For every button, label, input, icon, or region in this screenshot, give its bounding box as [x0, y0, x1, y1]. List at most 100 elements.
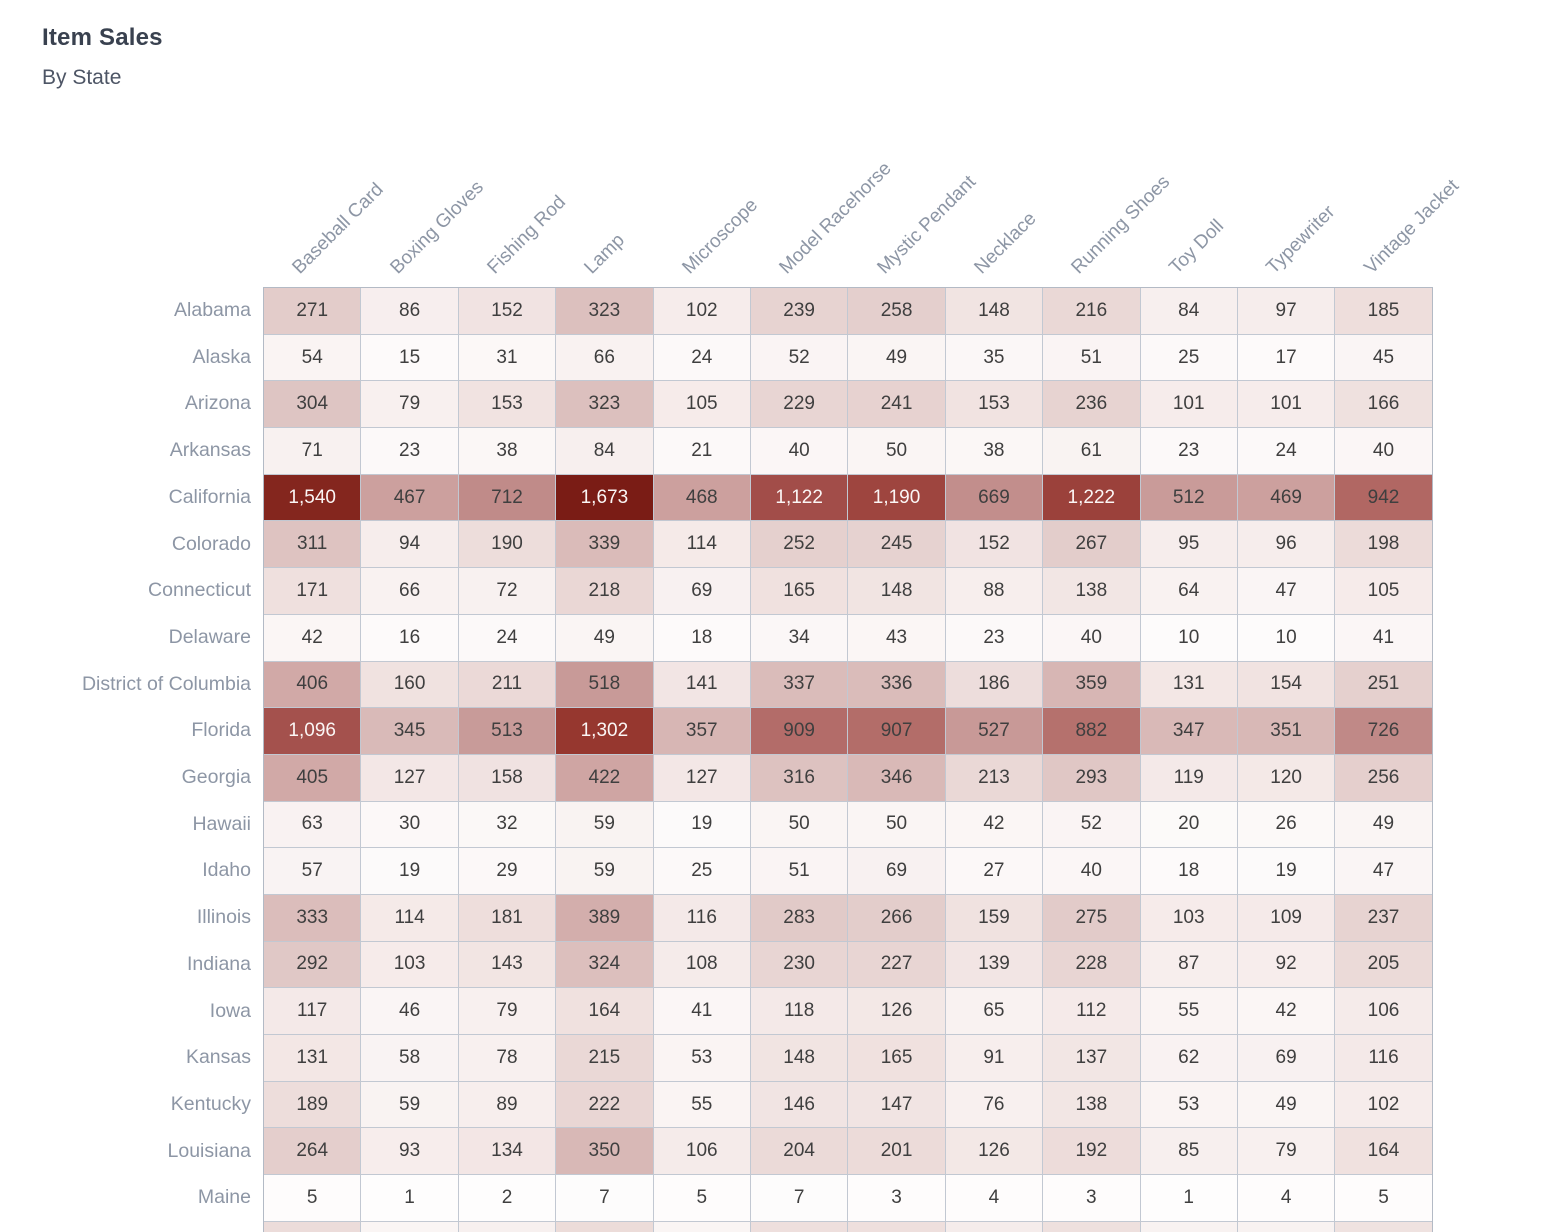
heatmap-cell: 102 — [653, 288, 750, 334]
partial-row-cell — [653, 1221, 750, 1232]
heatmap-cell: 148 — [848, 568, 945, 614]
heatmap-cell: 46 — [361, 988, 458, 1034]
heatmap-cell: 345 — [361, 708, 458, 754]
column-headers: Baseball Card Boxing Gloves Fishing Rod Lam… — [0, 0, 1550, 287]
heatmap-cell: 237 — [1335, 894, 1432, 941]
heatmap-cell: 160 — [361, 661, 458, 708]
partial-row-cell — [361, 1221, 458, 1232]
heatmap-cell: 293 — [1043, 754, 1140, 801]
heatmap-cell: 230 — [750, 941, 848, 988]
row-label: Indiana — [187, 952, 251, 975]
heatmap-cell: 1,096 — [264, 708, 361, 754]
heatmap-cell: 189 — [264, 1081, 361, 1128]
heatmap-cell: 134 — [458, 1128, 556, 1175]
heatmap-cell: 213 — [945, 754, 1043, 801]
heatmap-cell: 909 — [750, 708, 848, 754]
heatmap-cell: 3 — [848, 1175, 945, 1221]
heatmap-cell: 51 — [750, 848, 848, 894]
heatmap-cell: 275 — [1043, 894, 1140, 941]
row-label: Alabama — [174, 299, 251, 321]
heatmap-cell: 245 — [848, 521, 945, 568]
heatmap-cell: 126 — [848, 988, 945, 1034]
heatmap-cell: 105 — [653, 381, 750, 428]
heatmap-cell: 324 — [556, 941, 653, 988]
heatmap-cell: 469 — [1237, 474, 1335, 521]
heatmap-cell: 252 — [750, 521, 848, 568]
heatmap-cell: 69 — [653, 568, 750, 614]
heatmap-cell: 292 — [264, 941, 361, 988]
heatmap-cell: 84 — [556, 428, 653, 474]
heatmap-cell: 154 — [1237, 661, 1335, 708]
heatmap-cell: 256 — [1335, 754, 1432, 801]
heatmap-cell: 32 — [458, 801, 556, 848]
heatmap-cell: 69 — [848, 848, 945, 894]
heatmap-cell: 1 — [361, 1175, 458, 1221]
heatmap-cell: 108 — [653, 941, 750, 988]
partial-row-cell — [1043, 1221, 1140, 1232]
heatmap-cell: 153 — [458, 381, 556, 428]
column-header: Baseball Card — [288, 179, 388, 279]
heatmap-cell: 25 — [1140, 334, 1237, 381]
heatmap-cell: 25 — [653, 848, 750, 894]
heatmap-cell: 185 — [1335, 288, 1432, 334]
heatmap-cell: 1,302 — [556, 708, 653, 754]
heatmap-cell: 16 — [361, 614, 458, 661]
row-label: Delaware — [168, 625, 251, 648]
heatmap-cell: 64 — [1140, 568, 1237, 614]
heatmap-cell: 53 — [1140, 1081, 1237, 1128]
column-header: Microscope — [678, 194, 762, 279]
heatmap-cell: 518 — [556, 661, 653, 708]
heatmap-cell: 228 — [1043, 941, 1140, 988]
heatmap-cell: 258 — [848, 288, 945, 334]
heatmap-cell: 27 — [945, 848, 1043, 894]
heatmap-cell: 86 — [361, 288, 458, 334]
heatmap-cell: 66 — [556, 334, 653, 381]
heatmap-cell: 229 — [750, 381, 848, 428]
row-label: Alaska — [192, 345, 251, 368]
heatmap-cell: 726 — [1335, 708, 1432, 754]
heatmap-cell: 337 — [750, 661, 848, 708]
heatmap-cell: 89 — [458, 1081, 556, 1128]
column-header: Fishing Rod — [483, 191, 570, 279]
heatmap-cell: 42 — [945, 801, 1043, 848]
heatmap-cell: 181 — [458, 894, 556, 941]
row-label: Maine — [197, 1186, 251, 1209]
heatmap-cell: 72 — [458, 568, 556, 614]
partial-row-cell — [264, 1221, 361, 1232]
heatmap-cell: 61 — [1043, 428, 1140, 474]
heatmap-cell: 138 — [1043, 1081, 1140, 1128]
heatmap-cell: 26 — [1237, 801, 1335, 848]
heatmap-cell: 1,122 — [750, 474, 848, 521]
row-label: Arizona — [184, 392, 251, 415]
row-label: Florida — [191, 719, 251, 742]
heatmap-cell: 316 — [750, 754, 848, 801]
heatmap-cell: 218 — [556, 568, 653, 614]
heatmap-cell: 422 — [556, 754, 653, 801]
heatmap-cell: 105 — [1335, 568, 1432, 614]
heatmap-cell: 17 — [1237, 334, 1335, 381]
heatmap-cell: 85 — [1140, 1128, 1237, 1175]
row-label: California — [168, 485, 251, 508]
heatmap-cell: 222 — [556, 1081, 653, 1128]
heatmap-cell: 87 — [1140, 941, 1237, 988]
heatmap-cell: 52 — [1043, 801, 1140, 848]
heatmap-cell: 49 — [848, 334, 945, 381]
heatmap-cell: 1,673 — [556, 474, 653, 521]
heatmap-cell: 336 — [848, 661, 945, 708]
row-label: Colorado — [171, 532, 251, 555]
heatmap-cell: 1,190 — [848, 474, 945, 521]
heatmap-cell: 267 — [1043, 521, 1140, 568]
heatmap-cell: 712 — [458, 474, 556, 521]
heatmap-cell: 141 — [653, 661, 750, 708]
heatmap-cell: 42 — [264, 614, 361, 661]
heatmap-cell: 215 — [556, 1035, 653, 1081]
heatmap-cell: 112 — [1043, 988, 1140, 1034]
heatmap-cell: 19 — [361, 848, 458, 894]
heatmap-cell: 38 — [945, 428, 1043, 474]
heatmap-cell: 57 — [264, 848, 361, 894]
heatmap-cell: 266 — [848, 894, 945, 941]
heatmap-cell: 106 — [1335, 988, 1432, 1034]
partial-row-cell — [1140, 1221, 1237, 1232]
heatmap-cell: 117 — [264, 988, 361, 1034]
partial-row-cell — [458, 1221, 556, 1232]
